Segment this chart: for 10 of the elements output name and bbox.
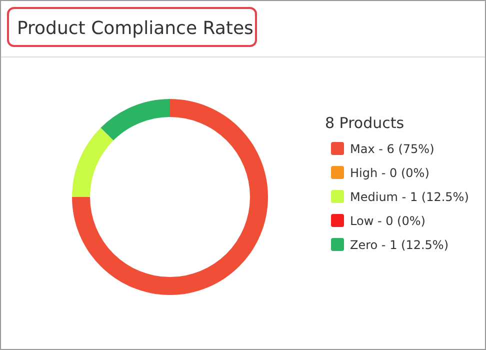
legend-label: Max - 6 (75%) (350, 142, 434, 156)
chart-title: Product Compliance Rates (17, 18, 254, 39)
legend-label: Low - 0 (0%) (350, 214, 426, 228)
legend-label: Zero - 1 (12.5%) (350, 238, 449, 252)
donut-slice (72, 99, 268, 295)
legend-label: High - 0 (0%) (350, 166, 430, 180)
donut-slice (72, 128, 114, 197)
donut-slice (100, 99, 170, 140)
legend-label: Medium - 1 (12.5%) (350, 190, 469, 204)
legend-title: 8 Products (325, 114, 404, 132)
